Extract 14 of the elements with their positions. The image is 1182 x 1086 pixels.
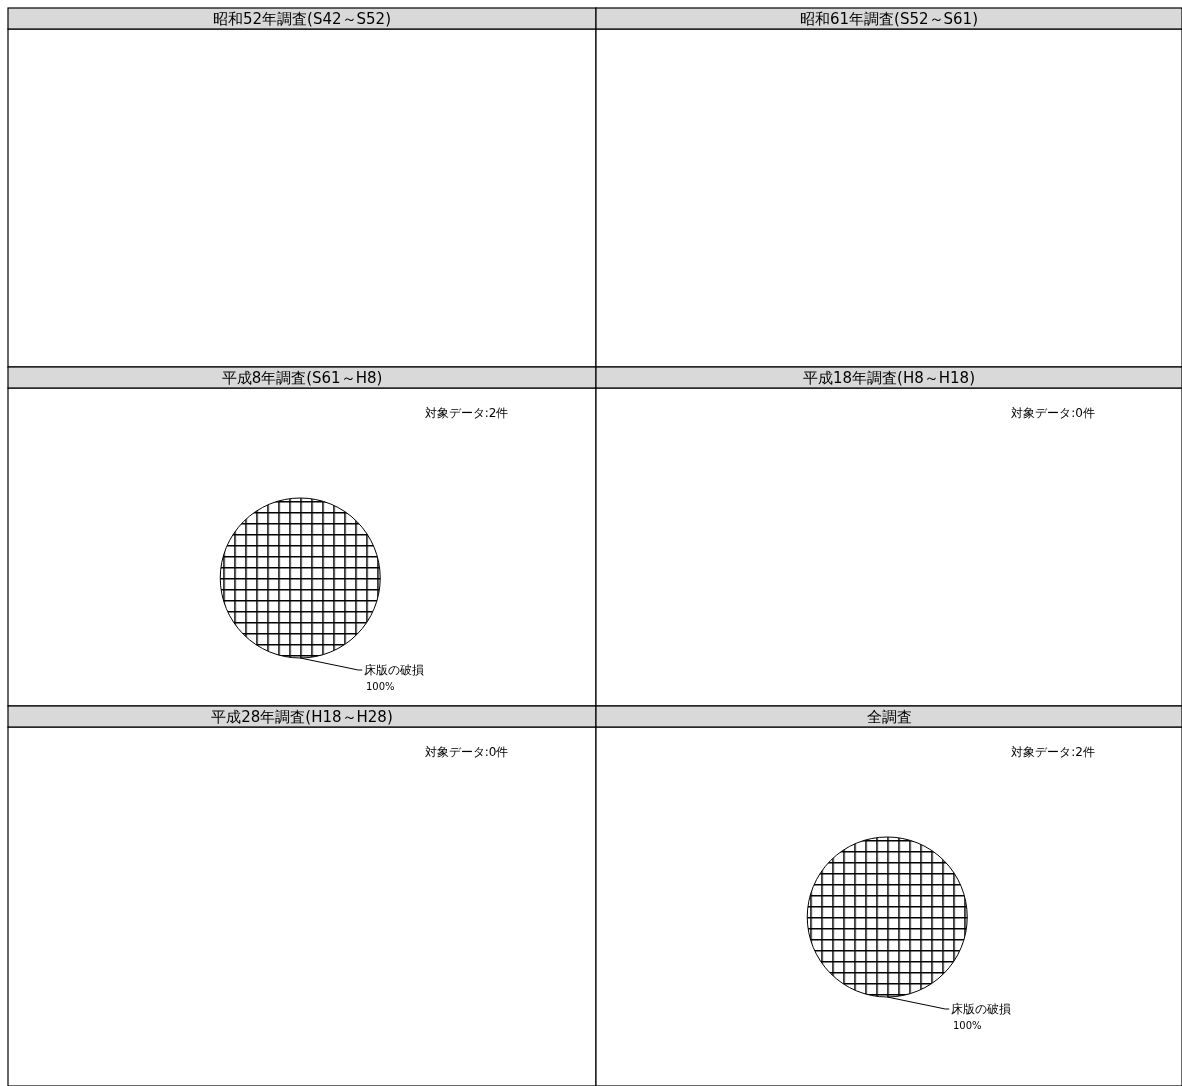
text: 平成28年調査(H18～H28) (211, 708, 393, 726)
data-label: 100% (952, 1020, 982, 1031)
text: 対象データ:0件 (424, 745, 509, 759)
chart-title: 全調査 (866, 708, 912, 726)
text: 対象データ:2件 (424, 406, 509, 420)
text: 対象データ:0件 (1011, 406, 1095, 420)
text: 昭和61年調査(S52～S61) (799, 10, 979, 28)
data-label: 100% (365, 681, 395, 692)
text: 対象データ:2件 (1011, 745, 1095, 759)
text: 昭和52年調査(S42～S52) (212, 10, 392, 28)
slice-label: 床版の破損 (951, 1002, 1012, 1016)
slice-label: 床版の破損 (364, 663, 425, 677)
chart-title: 平成8年調査(S61～H8) (221, 369, 383, 387)
text: 平成18年調査(H8～H18) (803, 369, 975, 387)
